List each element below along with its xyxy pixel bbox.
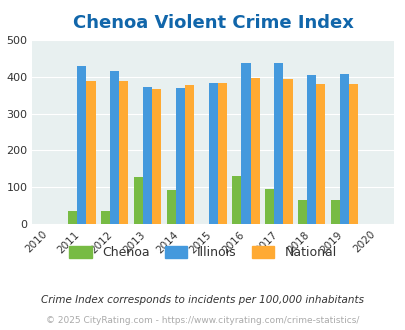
Bar	[77, 66, 86, 224]
Bar	[306, 75, 315, 224]
Text: © 2025 CityRating.com - https://www.cityrating.com/crime-statistics/: © 2025 CityRating.com - https://www.city…	[46, 315, 359, 325]
Bar	[250, 78, 259, 224]
Bar	[100, 211, 110, 224]
Bar	[166, 190, 175, 224]
Text: Crime Index corresponds to incidents per 100,000 inhabitants: Crime Index corresponds to incidents per…	[41, 295, 364, 305]
Bar	[184, 85, 194, 224]
Bar	[315, 84, 325, 224]
Bar	[119, 82, 128, 224]
Legend: Chenoa, Illinois, National: Chenoa, Illinois, National	[64, 241, 341, 264]
Bar	[283, 79, 292, 224]
Title: Chenoa Violent Crime Index: Chenoa Violent Crime Index	[72, 15, 353, 32]
Bar	[330, 200, 339, 224]
Bar	[208, 83, 217, 224]
Bar	[152, 89, 161, 224]
Bar	[68, 211, 77, 224]
Bar	[175, 88, 184, 224]
Bar	[232, 176, 241, 224]
Bar	[143, 87, 152, 224]
Bar	[241, 62, 250, 224]
Bar	[86, 82, 95, 224]
Bar	[133, 178, 143, 224]
Bar	[339, 74, 348, 224]
Bar	[110, 71, 119, 224]
Bar	[264, 189, 273, 224]
Bar	[273, 62, 283, 224]
Bar	[348, 84, 358, 224]
Bar	[297, 200, 306, 224]
Bar	[217, 83, 226, 224]
